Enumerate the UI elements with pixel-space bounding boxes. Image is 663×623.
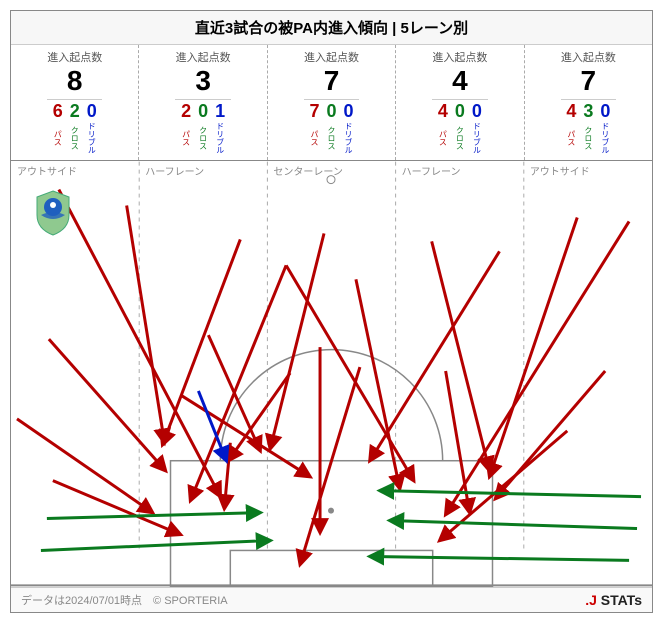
lane-total: 8 — [47, 65, 103, 100]
lane-names-row: アウトサイドハーフレーンセンターレーンハーフレーンアウトサイド — [11, 163, 652, 178]
pitch-wrap: アウトサイドハーフレーンセンターレーンハーフレーンアウトサイド — [11, 161, 652, 587]
arrow-pass — [300, 367, 360, 564]
lane-breakdown: 2パス0クロス1ドリブル — [139, 102, 266, 154]
arrow-cross — [370, 556, 629, 560]
lane-header: 進入起点数 — [11, 49, 138, 65]
lane-stat: 進入起点数86パス2クロス0ドリブル — [11, 45, 139, 160]
footer-text: データは2024/07/01時点 © SPORTERIA — [21, 592, 228, 608]
arrow-pass — [163, 239, 241, 444]
lane-stats-row: 進入起点数86パス2クロス0ドリブル進入起点数32パス0クロス1ドリブル進入起点… — [11, 45, 652, 161]
lane-stat: 進入起点数44パス0クロス0ドリブル — [396, 45, 524, 160]
pitch-svg — [11, 161, 652, 587]
lane-name: ハーフレーン — [139, 163, 267, 178]
arrow-pass — [190, 265, 286, 500]
chart-container: 直近3試合の被PA内進入傾向 | 5レーン別 進入起点数86パス2クロス0ドリブ… — [10, 10, 653, 613]
lane-total: 7 — [304, 65, 360, 100]
arrow-pass — [180, 395, 310, 477]
lane-breakdown: 4パス3クロス0ドリブル — [525, 102, 652, 154]
footer: データは2024/07/01時点 © SPORTERIA .J STATs — [11, 587, 652, 612]
lane-total: 7 — [561, 65, 617, 100]
arrow-cross — [47, 513, 260, 519]
page-title: 直近3試合の被PA内進入傾向 | 5レーン別 — [11, 11, 652, 45]
brand-logo: .J STATs — [585, 592, 642, 608]
arrow-pass — [270, 233, 324, 448]
lane-total: 4 — [432, 65, 488, 100]
arrow-cross — [390, 521, 637, 529]
arrow-pass — [446, 221, 629, 514]
arrow-pass — [224, 443, 230, 509]
arrow-pass — [127, 206, 165, 443]
lane-breakdown: 4パス0クロス0ドリブル — [396, 102, 523, 154]
lane-header: 進入起点数 — [268, 49, 395, 65]
lane-stat: 進入起点数77パス0クロス0ドリブル — [268, 45, 396, 160]
arrow-cross — [380, 491, 641, 497]
lane-name: アウトサイド — [524, 163, 652, 178]
lane-stat: 進入起点数32パス0クロス1ドリブル — [139, 45, 267, 160]
lane-name: センターレーン — [267, 163, 395, 178]
lane-header: 進入起点数 — [396, 49, 523, 65]
arrow-pass — [356, 279, 400, 488]
lane-breakdown: 7パス0クロス0ドリブル — [268, 102, 395, 154]
lane-name: アウトサイド — [11, 163, 139, 178]
arrow-cross — [41, 540, 270, 550]
lane-name: ハーフレーン — [396, 163, 524, 178]
lane-stat: 進入起点数74パス3クロス0ドリブル — [525, 45, 652, 160]
lane-header: 進入起点数 — [139, 49, 266, 65]
lane-header: 進入起点数 — [525, 49, 652, 65]
arrow-pass — [286, 265, 414, 480]
team-badge — [33, 189, 73, 237]
arrow-pass — [490, 217, 578, 476]
lane-breakdown: 6パス2クロス0ドリブル — [11, 102, 138, 154]
lane-total: 3 — [175, 65, 231, 100]
